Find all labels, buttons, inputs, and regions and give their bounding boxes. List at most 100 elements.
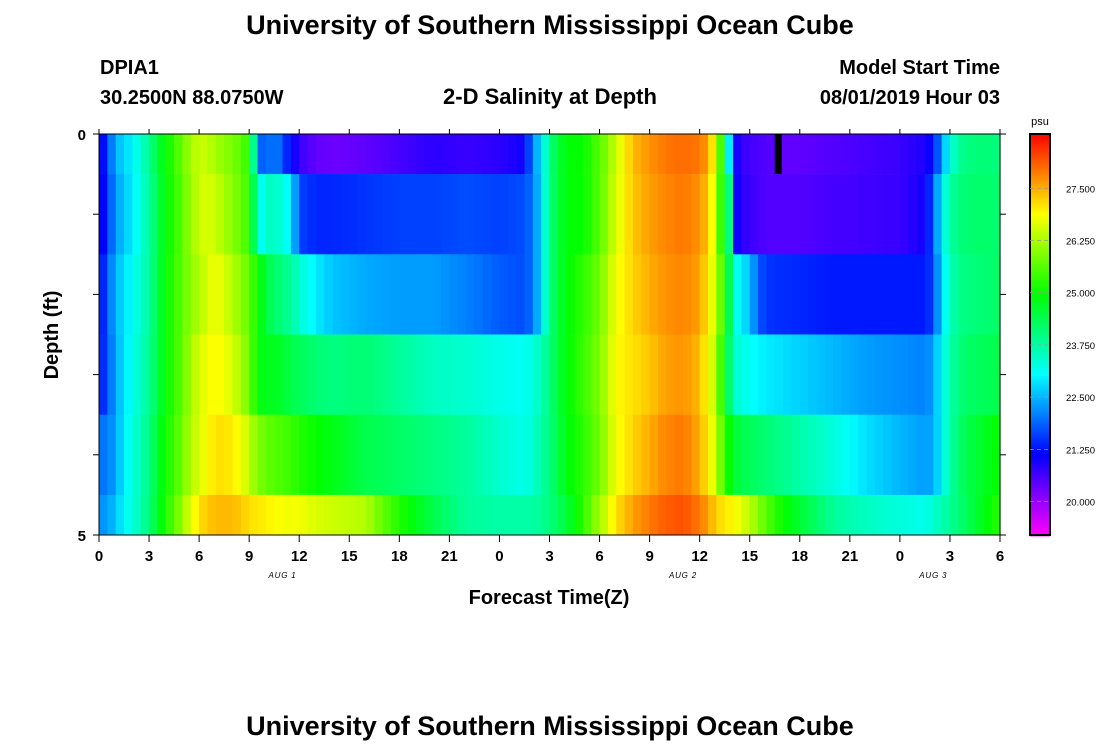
heatmap-cell (849, 414, 859, 496)
heatmap-cell (332, 494, 342, 536)
colorbar-swatch (1030, 320, 1050, 323)
heatmap-cell (991, 414, 1001, 496)
heatmap-cell (99, 494, 108, 536)
heatmap-cell (441, 174, 450, 255)
colorbar-swatch (1030, 358, 1050, 361)
heatmap-cell (174, 414, 184, 496)
heatmap-cell (257, 334, 267, 415)
heatmap-cell (699, 494, 709, 536)
heatmap-cell (991, 174, 1001, 255)
heatmap-cell (466, 494, 476, 536)
colorbar-swatch (1030, 492, 1050, 495)
heatmap-cell (791, 174, 801, 255)
heatmap-cell (215, 134, 225, 175)
heatmap-cell (591, 174, 601, 255)
heatmap-cell (149, 174, 158, 255)
heatmap-cell (441, 334, 450, 415)
heatmap-cell (232, 494, 242, 536)
heatmap-cell (174, 174, 184, 255)
heatmap-cell (149, 494, 158, 536)
heatmap-cell (649, 414, 659, 496)
colorbar-swatch (1030, 144, 1050, 147)
x-tick-label: 18 (391, 548, 408, 565)
heatmap-cell (357, 414, 367, 496)
heatmap-cell (99, 334, 108, 415)
heatmap-cell (607, 334, 617, 415)
colorbar-tick-label: 26.250 (1066, 237, 1095, 248)
heatmap-cell (491, 334, 501, 415)
heatmap-cell (833, 414, 843, 496)
heatmap-cell (491, 414, 501, 496)
heatmap-cell (758, 174, 767, 255)
heatmap-cell (240, 174, 250, 255)
heatmap-cell (574, 174, 584, 255)
heatmap-cell (474, 254, 484, 335)
heatmap-cell (799, 414, 809, 496)
colorbar-swatch (1030, 244, 1050, 247)
heatmap-cell (132, 134, 142, 175)
heatmap-cell (399, 334, 409, 415)
heatmap-cell (666, 254, 676, 335)
heatmap-cell (632, 494, 642, 536)
colorbar-swatch (1030, 456, 1050, 459)
heatmap-cell (983, 134, 993, 175)
colorbar-swatch (1030, 528, 1050, 531)
heatmap-cell (432, 494, 442, 536)
heatmap-cell (299, 494, 309, 536)
heatmap-cell (165, 254, 175, 335)
colorbar-swatch (1030, 142, 1050, 145)
heatmap-cell (649, 254, 659, 335)
colorbar-swatch (1030, 330, 1050, 333)
heatmap-cell (891, 174, 901, 255)
heatmap-cell (724, 414, 734, 496)
heatmap-cell (282, 174, 292, 255)
heatmap-cell (357, 174, 367, 255)
colorbar-swatch (1030, 526, 1050, 529)
heatmap-cell (591, 134, 601, 175)
heatmap-cell (390, 334, 400, 415)
colorbar-swatch (1030, 460, 1050, 463)
heatmap-cell (574, 414, 584, 496)
model-start-time: 08/01/2019 Hour 03 (819, 87, 1000, 109)
heatmap-cell (899, 134, 909, 175)
colorbar-swatch (1030, 406, 1050, 409)
heatmap-cell (332, 414, 342, 496)
heatmap-cell (674, 254, 684, 335)
heatmap-cell (908, 134, 918, 175)
heatmap-cell (966, 414, 976, 496)
heatmap-cell (666, 174, 676, 255)
heatmap-cell (99, 174, 108, 255)
heatmap-cell (858, 494, 868, 536)
heatmap-cells (99, 134, 1001, 536)
colorbar-swatch (1030, 424, 1050, 427)
heatmap-cell (315, 174, 325, 255)
heatmap-cell (274, 494, 284, 536)
colorbar-swatch (1030, 418, 1050, 421)
heatmap-cell (599, 414, 609, 496)
heatmap-cell (616, 134, 626, 175)
heatmap-cell (257, 494, 267, 536)
heatmap-cell (582, 494, 592, 536)
colorbar-swatch (1030, 210, 1050, 213)
heatmap-cell (983, 254, 993, 335)
heatmap-cell (708, 334, 717, 415)
heatmap-cell (174, 334, 184, 415)
heatmap-cell (282, 334, 292, 415)
heatmap-cell (724, 254, 734, 335)
heatmap-cell (933, 174, 943, 255)
heatmap-cell (733, 494, 742, 536)
heatmap-cell (424, 494, 434, 536)
colorbar-swatch (1030, 172, 1050, 175)
heatmap-cell (332, 254, 342, 335)
colorbar-swatch (1030, 498, 1050, 501)
heatmap-cell (716, 414, 726, 496)
heatmap-cell (390, 254, 400, 335)
heatmap-cell (491, 134, 501, 175)
heatmap-cell (657, 414, 667, 496)
heatmap-cell (274, 414, 284, 496)
colorbar-swatch (1030, 444, 1050, 447)
heatmap-cell (349, 134, 359, 175)
heatmap-cell (991, 334, 1001, 415)
heatmap-cell (557, 414, 567, 496)
heatmap-cell (557, 174, 567, 255)
